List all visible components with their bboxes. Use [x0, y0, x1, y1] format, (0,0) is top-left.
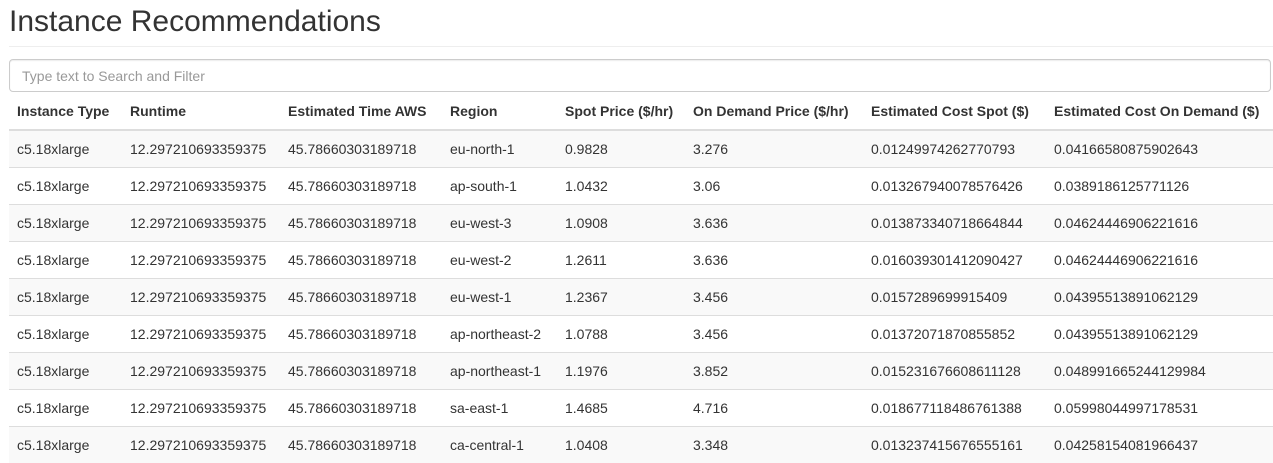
cell-runtime: 12.297210693359375: [122, 204, 280, 242]
cell-runtime: 12.297210693359375: [122, 315, 280, 353]
cell-estimated-cost-on-demand: 0.04624446906221616: [1046, 241, 1273, 279]
cell-instance-type: c5.18xlarge: [9, 389, 122, 427]
cell-estimated-time-aws: 45.78660303189718: [280, 241, 442, 279]
cell-estimated-cost-on-demand: 0.0389186125771126: [1046, 167, 1273, 205]
cell-instance-type: c5.18xlarge: [9, 426, 122, 463]
table-row: c5.18xlarge 12.297210693359375 45.786603…: [9, 315, 1273, 353]
cell-runtime: 12.297210693359375: [122, 167, 280, 205]
cell-runtime: 12.297210693359375: [122, 278, 280, 316]
cell-spot-price: 1.0908: [557, 204, 685, 242]
cell-spot-price: 1.2611: [557, 241, 685, 279]
column-header-spot-price[interactable]: Spot Price ($/hr): [557, 93, 685, 131]
column-header-estimated-cost-spot[interactable]: Estimated Cost Spot ($): [863, 93, 1046, 131]
cell-spot-price: 1.0432: [557, 167, 685, 205]
cell-spot-price: 1.1976: [557, 352, 685, 390]
cell-estimated-time-aws: 45.78660303189718: [280, 315, 442, 353]
cell-estimated-cost-on-demand: 0.048991665244129984: [1046, 352, 1273, 390]
cell-on-demand-price: 3.348: [685, 426, 863, 463]
cell-estimated-time-aws: 45.78660303189718: [280, 352, 442, 390]
cell-runtime: 12.297210693359375: [122, 129, 280, 168]
cell-instance-type: c5.18xlarge: [9, 278, 122, 316]
cell-on-demand-price: 4.716: [685, 389, 863, 427]
search-input[interactable]: [9, 59, 1271, 92]
cell-estimated-time-aws: 45.78660303189718: [280, 204, 442, 242]
cell-runtime: 12.297210693359375: [122, 426, 280, 463]
cell-estimated-cost-spot: 0.01372071870855852: [863, 315, 1046, 353]
cell-spot-price: 0.9828: [557, 129, 685, 168]
cell-instance-type: c5.18xlarge: [9, 315, 122, 353]
cell-estimated-cost-on-demand: 0.04624446906221616: [1046, 204, 1273, 242]
cell-estimated-cost-spot: 0.01249974262770793: [863, 129, 1046, 168]
cell-estimated-cost-spot: 0.013873340718664844: [863, 204, 1046, 242]
table-row: c5.18xlarge 12.297210693359375 45.786603…: [9, 241, 1273, 279]
cell-estimated-cost-on-demand: 0.04395513891062129: [1046, 315, 1273, 353]
column-header-region[interactable]: Region: [442, 93, 557, 131]
cell-instance-type: c5.18xlarge: [9, 352, 122, 390]
cell-estimated-cost-spot: 0.013237415676555161: [863, 426, 1046, 463]
cell-region: ap-south-1: [442, 167, 557, 205]
cell-estimated-time-aws: 45.78660303189718: [280, 389, 442, 427]
cell-region: eu-west-2: [442, 241, 557, 279]
table-row: c5.18xlarge 12.297210693359375 45.786603…: [9, 426, 1273, 463]
cell-estimated-cost-spot: 0.015231676608611128: [863, 352, 1046, 390]
table-row: c5.18xlarge 12.297210693359375 45.786603…: [9, 204, 1273, 242]
cell-estimated-time-aws: 45.78660303189718: [280, 167, 442, 205]
table-body: c5.18xlarge 12.297210693359375 45.786603…: [9, 129, 1273, 463]
cell-estimated-cost-spot: 0.018677118486761388: [863, 389, 1046, 427]
cell-estimated-time-aws: 45.78660303189718: [280, 129, 442, 168]
cell-region: ap-northeast-2: [442, 315, 557, 353]
cell-estimated-time-aws: 45.78660303189718: [280, 278, 442, 316]
cell-on-demand-price: 3.06: [685, 167, 863, 205]
cell-spot-price: 1.0408: [557, 426, 685, 463]
cell-region: ca-central-1: [442, 426, 557, 463]
table-row: c5.18xlarge 12.297210693359375 45.786603…: [9, 129, 1273, 168]
table-row: c5.18xlarge 12.297210693359375 45.786603…: [9, 167, 1273, 205]
cell-on-demand-price: 3.852: [685, 352, 863, 390]
title-divider: [9, 46, 1273, 47]
page-title: Instance Recommendations: [9, 5, 381, 38]
cell-on-demand-price: 3.636: [685, 204, 863, 242]
cell-spot-price: 1.0788: [557, 315, 685, 353]
table-row: c5.18xlarge 12.297210693359375 45.786603…: [9, 389, 1273, 427]
column-header-estimated-time-aws[interactable]: Estimated Time AWS: [280, 93, 442, 131]
cell-instance-type: c5.18xlarge: [9, 167, 122, 205]
cell-estimated-cost-on-demand: 0.04258154081966437: [1046, 426, 1273, 463]
cell-on-demand-price: 3.636: [685, 241, 863, 279]
cell-on-demand-price: 3.456: [685, 315, 863, 353]
cell-region: eu-west-3: [442, 204, 557, 242]
cell-instance-type: c5.18xlarge: [9, 129, 122, 168]
cell-spot-price: 1.4685: [557, 389, 685, 427]
cell-estimated-cost-spot: 0.0157289699915409: [863, 278, 1046, 316]
cell-region: eu-north-1: [442, 129, 557, 168]
cell-estimated-cost-spot: 0.013267940078576426: [863, 167, 1046, 205]
cell-estimated-cost-spot: 0.016039301412090427: [863, 241, 1046, 279]
column-header-runtime[interactable]: Runtime: [122, 93, 280, 131]
cell-instance-type: c5.18xlarge: [9, 241, 122, 279]
table-row: c5.18xlarge 12.297210693359375 45.786603…: [9, 352, 1273, 390]
cell-estimated-cost-on-demand: 0.05998044997178531: [1046, 389, 1273, 427]
cell-region: sa-east-1: [442, 389, 557, 427]
cell-estimated-time-aws: 45.78660303189718: [280, 426, 442, 463]
column-header-estimated-cost-on-demand[interactable]: Estimated Cost On Demand ($): [1046, 93, 1273, 131]
cell-estimated-cost-on-demand: 0.04166580875902643: [1046, 129, 1273, 168]
cell-runtime: 12.297210693359375: [122, 241, 280, 279]
cell-runtime: 12.297210693359375: [122, 389, 280, 427]
column-header-instance-type[interactable]: Instance Type: [9, 93, 122, 131]
cell-runtime: 12.297210693359375: [122, 352, 280, 390]
cell-on-demand-price: 3.276: [685, 129, 863, 168]
cell-estimated-cost-on-demand: 0.04395513891062129: [1046, 278, 1273, 316]
recommendations-table: Instance Type Runtime Estimated Time AWS…: [9, 93, 1273, 463]
cell-instance-type: c5.18xlarge: [9, 204, 122, 242]
column-header-on-demand-price[interactable]: On Demand Price ($/hr): [685, 93, 863, 131]
cell-region: eu-west-1: [442, 278, 557, 316]
table-row: c5.18xlarge 12.297210693359375 45.786603…: [9, 278, 1273, 316]
cell-on-demand-price: 3.456: [685, 278, 863, 316]
cell-spot-price: 1.2367: [557, 278, 685, 316]
cell-region: ap-northeast-1: [442, 352, 557, 390]
table-header: Instance Type Runtime Estimated Time AWS…: [9, 93, 1273, 131]
header-row: Instance Type Runtime Estimated Time AWS…: [9, 93, 1273, 131]
